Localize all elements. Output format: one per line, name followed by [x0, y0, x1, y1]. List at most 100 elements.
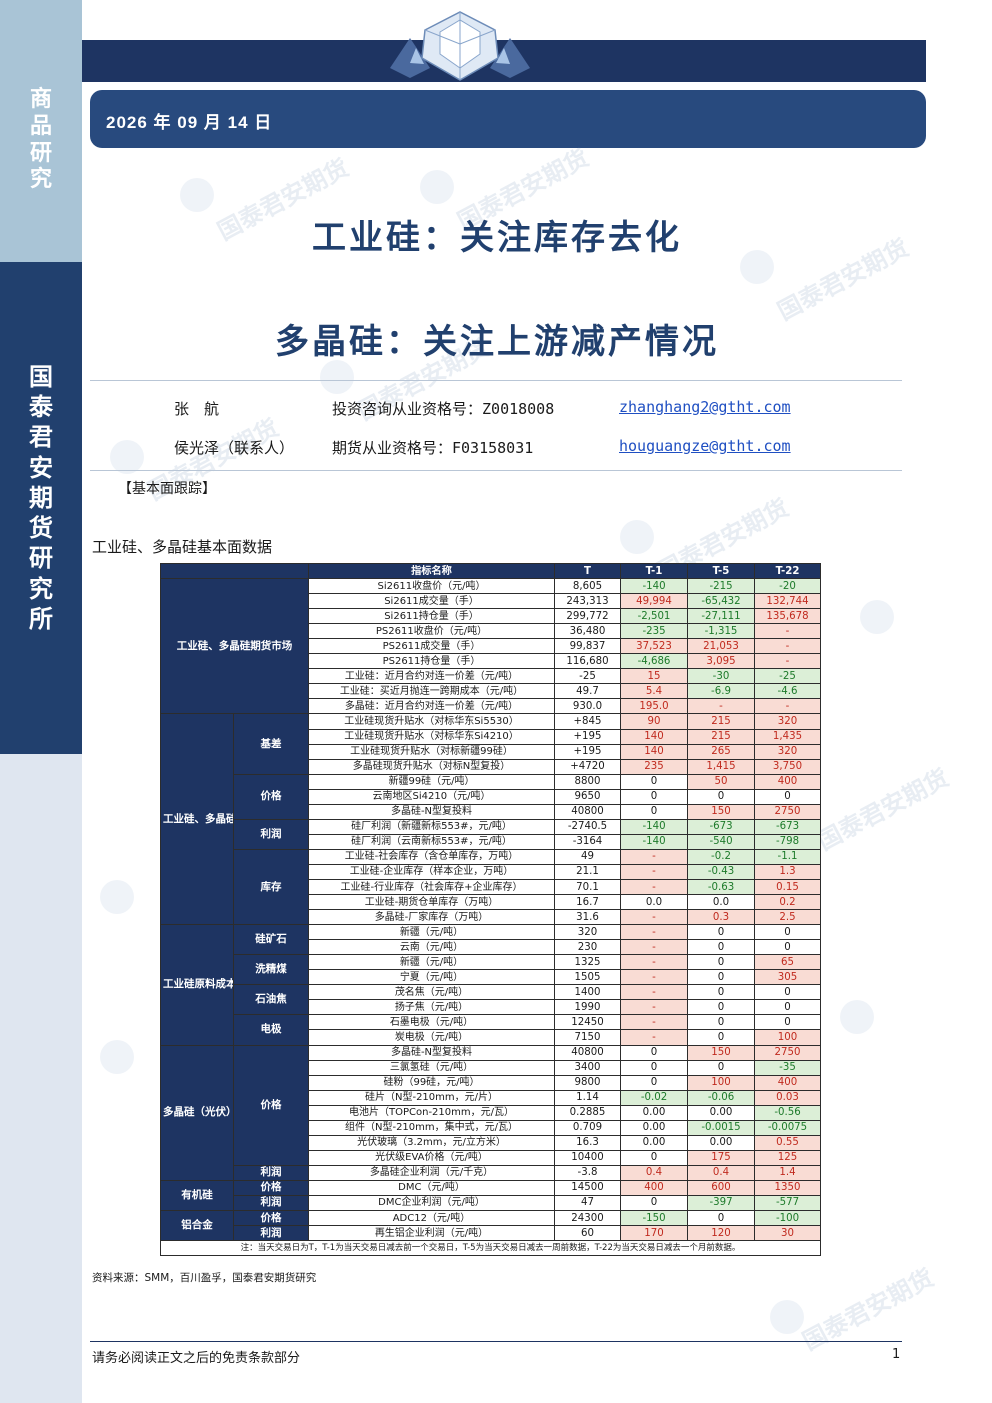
change-cell: -397	[687, 1194, 755, 1212]
table-body: 工业硅、多晶硅期货市场 Si2611收盘价（元/吨） 8,605 -140 -215 -2…	[160, 578, 821, 1257]
value-cell-t: 1325	[554, 954, 621, 971]
value-cell-t: +845	[554, 713, 621, 730]
change-cell: -215	[687, 578, 755, 595]
change-cell: 0	[754, 999, 821, 1016]
change-cell: 150	[687, 803, 755, 820]
table-row: 组件（N型-210mm，集中式，元/瓦） 0.709 0.00 -0.0015 -0.0…	[161, 1119, 821, 1136]
indicator-name-cell: 光伏玻璃（3.2mm，元/立方米）	[308, 1134, 555, 1151]
table-row: 多晶硅：近月合约对连一价差（元/吨） 930.0 195.0- -	[161, 698, 821, 715]
value-cell-t: 299,772	[554, 608, 621, 625]
indicator-name-cell: 工业硅现货升贴水（对标华东Si5530）	[308, 713, 555, 730]
indicator-name-cell: 多晶硅-N型复投料	[308, 1044, 555, 1061]
value-cell-t: 8800	[554, 773, 621, 790]
table-header-cell: 指标名称	[308, 562, 555, 580]
table-row: 光伏级EVA价格（元/吨） 10400 0 175 125	[161, 1149, 821, 1166]
table-note-row: 注：当天交易日为T，T-1为当天交易日减去前一个交易日，T-5为当天交易日减去一…	[160, 1240, 821, 1257]
author-email-link[interactable]: zhanghang2@gtht.com	[619, 398, 791, 416]
change-cell: 0.00	[620, 1104, 688, 1121]
diamond-logo-icon	[390, 11, 530, 81]
change-cell: -0.0075	[754, 1119, 821, 1136]
change-cell: 0	[687, 1029, 755, 1046]
indicator-name-cell: DMC企业利润（元/吨）	[308, 1194, 555, 1212]
subgroup-label: 价格	[233, 1044, 309, 1166]
table-row: 硅片（N型-210mm，元/片） 1.14 -0.02 -0.06 0.03	[161, 1089, 821, 1106]
change-cell: 0.00	[687, 1134, 755, 1151]
indicator-name-cell: PS2611持仓量（手）	[308, 653, 555, 670]
value-cell-t: 8,605	[554, 578, 621, 595]
table-row: 多晶硅-厂家库存（万吨） 31.6-0.3 2.5	[161, 909, 821, 926]
change-cell: -	[754, 638, 821, 655]
value-cell-t: +195	[554, 728, 621, 745]
change-cell: -150	[620, 1210, 688, 1227]
table-header-cell: T	[554, 562, 621, 580]
value-cell-t: 70.1	[554, 878, 621, 896]
table-row: PS2611成交量（手） 99,837 37,523 21,053-	[161, 638, 821, 655]
table-row: 洗精煤 新疆（元/吨） 1325-0 65	[161, 954, 821, 986]
change-cell: 15	[620, 668, 688, 685]
subgroup-label: 电极	[233, 1014, 309, 1046]
change-cell: 0.0	[620, 894, 688, 911]
change-cell: -	[620, 954, 688, 971]
change-cell: 0.00	[620, 1119, 688, 1136]
change-cell: -	[754, 653, 821, 670]
change-cell: -	[754, 698, 821, 715]
change-cell: 320	[754, 743, 821, 760]
change-cell: 37,523	[620, 638, 688, 655]
change-cell: 50	[687, 773, 755, 790]
change-cell: -65,432	[687, 593, 755, 610]
change-cell: 0.0	[687, 894, 755, 911]
author-email-link[interactable]: houguangze@gtht.com	[619, 437, 791, 455]
indicator-name-cell: 云南地区Si4210（元/吨）	[308, 788, 555, 805]
table-row: 工业硅：近月合约对连一价差（元/吨） -25 15 -30 -25	[161, 668, 821, 685]
left-sidebar: 商品研究 国泰君安期货研究所	[0, 0, 82, 1403]
change-cell: 3,750	[754, 758, 821, 775]
date-bar: 2026 年 09 月 14 日	[90, 90, 926, 148]
change-cell: -	[620, 924, 688, 941]
value-cell-t: 3400	[554, 1059, 621, 1076]
change-cell: 30	[754, 1225, 821, 1242]
change-cell: 0	[754, 1014, 821, 1031]
indicator-name-cell: 多晶硅-N型复投料	[308, 803, 555, 820]
change-cell: -1.1	[754, 848, 821, 865]
indicator-name-cell: 工业硅现货升贴水（对标华东Si4210）	[308, 728, 555, 745]
change-cell: 600	[687, 1179, 755, 1196]
value-cell-t: -2740.5	[554, 818, 621, 835]
change-cell: -0.63	[687, 878, 755, 896]
value-cell-t: +4720	[554, 758, 621, 775]
table-row: 库存 工业硅-社会库存（含仓单库存，万吨） 49- -0.2 -1.1	[161, 848, 821, 926]
change-cell: -25	[754, 668, 821, 685]
indicator-name-cell: 组件（N型-210mm，集中式，元/瓦）	[308, 1119, 555, 1136]
report-date: 2026 年 09 月 14 日	[106, 113, 273, 132]
table-row: 工业硅现货升贴水（对标华东Si4210） +195 140 215 1,435	[161, 728, 821, 745]
table-row: 工业硅-期货仓单库存（万吨） 16.7 0.0 0.0 0.2	[161, 894, 821, 911]
change-cell: 100	[754, 1029, 821, 1046]
table-header-row: 指标名称 T T-1 T-5 T-22	[160, 562, 821, 580]
change-cell: -798	[754, 833, 821, 850]
fundamentals-table: 指标名称 T T-1 T-5 T-22 工业硅、多晶硅期货市场 Si2611收盘价…	[160, 562, 821, 1257]
indicator-name-cell: 茂名焦（元/吨）	[308, 984, 555, 1001]
table-row: 多晶硅-N型复投料 40800 0 150 2750	[161, 803, 821, 820]
indicator-name-cell: 电池片（TOPCon-210mm，元/瓦）	[308, 1104, 555, 1121]
table-row: 云南地区Si4210（元/吨） 9650 0 0 0	[161, 788, 821, 805]
table-row: PS2611收盘价（元/吨） 36,480 -235 -1,315-	[161, 623, 821, 640]
value-cell-t: 14500	[554, 1179, 621, 1196]
change-cell: -673	[754, 818, 821, 835]
table-header-cell: T-1	[620, 562, 688, 580]
indicator-name-cell: ADC12（元/吨）	[308, 1210, 555, 1227]
value-cell-t: -25	[554, 668, 621, 685]
table-row: 硅粉（99硅，元/吨） 9800 0 100 400	[161, 1074, 821, 1091]
change-cell: 265	[687, 743, 755, 760]
indicator-name-cell: 三氯氢硅（元/吨）	[308, 1059, 555, 1076]
table-row: 工业硅-行业库存（社会库存+企业库存） 70.1- -0.63 0.15	[161, 878, 821, 896]
table-row: 云南（元/吨） 230-0 0	[161, 939, 821, 956]
group-label: 工业硅、多晶硅	[160, 713, 234, 926]
group-label: 工业硅原料成本	[160, 924, 234, 1046]
indicator-name-cell: 硅粉（99硅，元/吨）	[308, 1074, 555, 1091]
change-cell: 0	[754, 939, 821, 956]
table-row: 多晶硅现货升贴水（对标N型复投） +4720 235 1,415 3,750	[161, 758, 821, 775]
change-cell: -2,501	[620, 608, 688, 625]
indicator-name-cell: 新疆99硅（元/吨）	[308, 773, 555, 790]
divider	[90, 470, 902, 471]
table-row: Si2611持仓量（手） 299,772 -2,501 -27,111 135,678	[161, 608, 821, 625]
subgroup-label: 价格	[233, 1210, 309, 1227]
